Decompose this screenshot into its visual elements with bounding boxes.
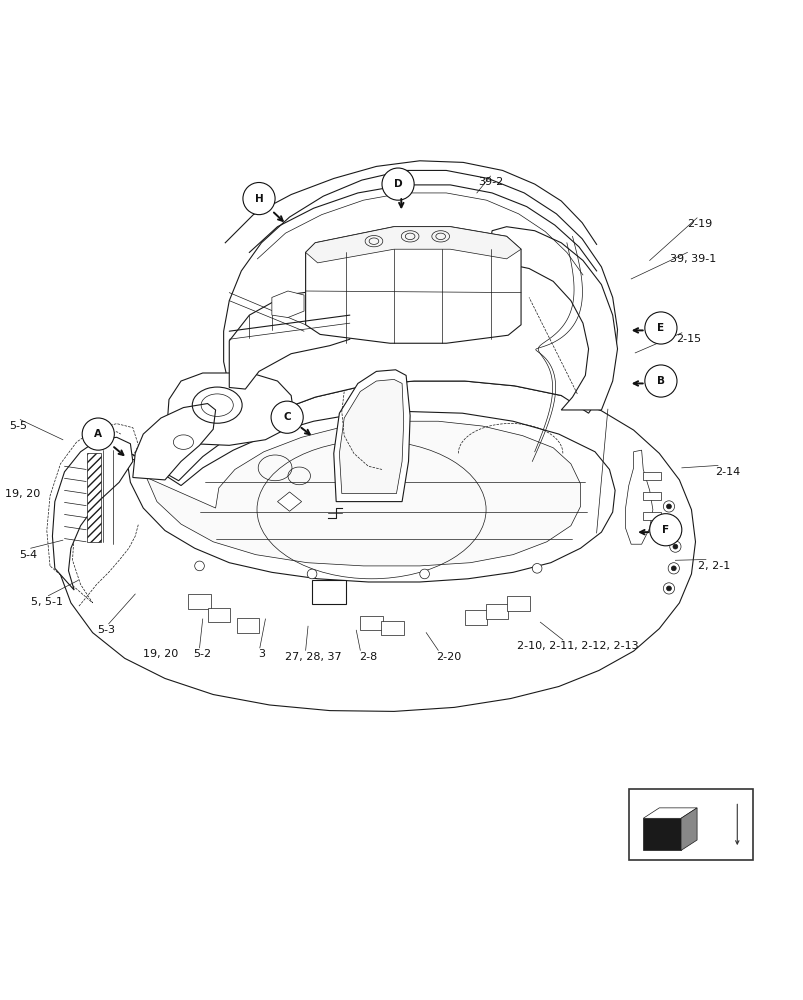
Text: 2-19: 2-19 (686, 219, 711, 229)
Polygon shape (642, 808, 696, 818)
Bar (628, 789, 752, 860)
Circle shape (532, 564, 541, 573)
Circle shape (662, 501, 674, 512)
Text: 2-20: 2-20 (435, 652, 461, 662)
Circle shape (82, 418, 114, 450)
Circle shape (666, 586, 671, 591)
Text: 39-2: 39-2 (477, 177, 503, 187)
Bar (642, 472, 660, 480)
Polygon shape (55, 381, 695, 711)
Circle shape (671, 566, 675, 571)
Circle shape (271, 401, 303, 433)
Polygon shape (642, 818, 680, 850)
Circle shape (666, 504, 671, 509)
Polygon shape (229, 289, 349, 389)
Circle shape (667, 563, 679, 574)
Polygon shape (52, 437, 132, 590)
Text: 39, 39-1: 39, 39-1 (669, 254, 715, 264)
Circle shape (194, 561, 204, 571)
Polygon shape (277, 492, 301, 511)
Bar (312, 580, 345, 604)
Bar (642, 512, 660, 520)
Polygon shape (167, 373, 293, 445)
Text: 2-8: 2-8 (359, 652, 377, 662)
Circle shape (307, 569, 316, 579)
Circle shape (667, 520, 679, 531)
Text: 19, 20: 19, 20 (5, 489, 40, 499)
Text: H: H (255, 194, 263, 204)
Polygon shape (146, 421, 580, 566)
Polygon shape (488, 227, 617, 410)
Text: 5-3: 5-3 (97, 625, 115, 635)
Polygon shape (680, 808, 696, 850)
Text: D: D (393, 179, 402, 189)
Polygon shape (132, 404, 215, 480)
Bar (507, 596, 529, 611)
Text: 2-10, 2-11, 2-12, 2-13: 2-10, 2-11, 2-12, 2-13 (516, 641, 638, 651)
Text: 5-4: 5-4 (19, 550, 37, 560)
Circle shape (671, 523, 675, 528)
Text: 5, 5-1: 5, 5-1 (31, 597, 63, 607)
Text: 2-15: 2-15 (675, 334, 701, 344)
Circle shape (644, 312, 676, 344)
Circle shape (662, 583, 674, 594)
Polygon shape (333, 370, 410, 502)
Polygon shape (339, 379, 403, 494)
Bar (360, 616, 382, 630)
Bar (381, 621, 403, 635)
Bar (207, 608, 230, 622)
Text: 2-14: 2-14 (714, 467, 740, 477)
Bar (87, 453, 100, 542)
Circle shape (419, 569, 429, 579)
Bar (485, 604, 507, 619)
Bar (642, 492, 660, 500)
Polygon shape (127, 412, 614, 582)
Polygon shape (305, 227, 520, 263)
Circle shape (644, 365, 676, 397)
Text: 5-2: 5-2 (194, 649, 211, 659)
Text: C: C (283, 412, 291, 422)
Polygon shape (223, 170, 617, 434)
Text: 3: 3 (258, 649, 265, 659)
Circle shape (672, 544, 677, 549)
Bar (188, 594, 210, 609)
Circle shape (649, 514, 681, 546)
Text: F: F (662, 525, 668, 535)
Circle shape (243, 182, 275, 215)
Circle shape (381, 168, 414, 200)
Polygon shape (305, 227, 520, 343)
Text: B: B (656, 376, 664, 386)
Polygon shape (271, 291, 304, 318)
Circle shape (669, 541, 680, 552)
Text: 27, 28, 37: 27, 28, 37 (285, 652, 341, 662)
Text: 5-5: 5-5 (9, 421, 26, 431)
Bar (464, 610, 487, 625)
Bar (236, 618, 259, 633)
Text: E: E (657, 323, 663, 333)
Text: 19, 20: 19, 20 (143, 649, 178, 659)
Text: 2, 2-1: 2, 2-1 (697, 561, 729, 571)
Text: A: A (94, 429, 102, 439)
Polygon shape (625, 450, 652, 544)
